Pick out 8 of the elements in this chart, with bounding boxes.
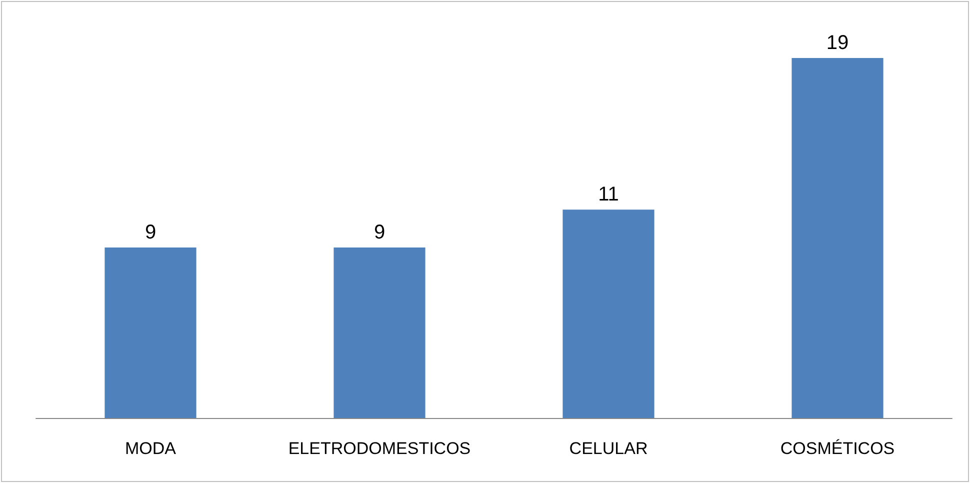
x-tick-label: CELULAR xyxy=(569,439,648,458)
x-tick-label: COSMÉTICOS xyxy=(780,439,895,458)
data-label: 9 xyxy=(144,221,156,244)
data-label: 9 xyxy=(374,221,386,244)
data-label: 19 xyxy=(826,32,849,54)
data-label: 11 xyxy=(598,184,619,206)
x-tick-label: MODA xyxy=(125,439,177,458)
x-tick-label: ELETRODOMESTICOS xyxy=(288,439,471,458)
